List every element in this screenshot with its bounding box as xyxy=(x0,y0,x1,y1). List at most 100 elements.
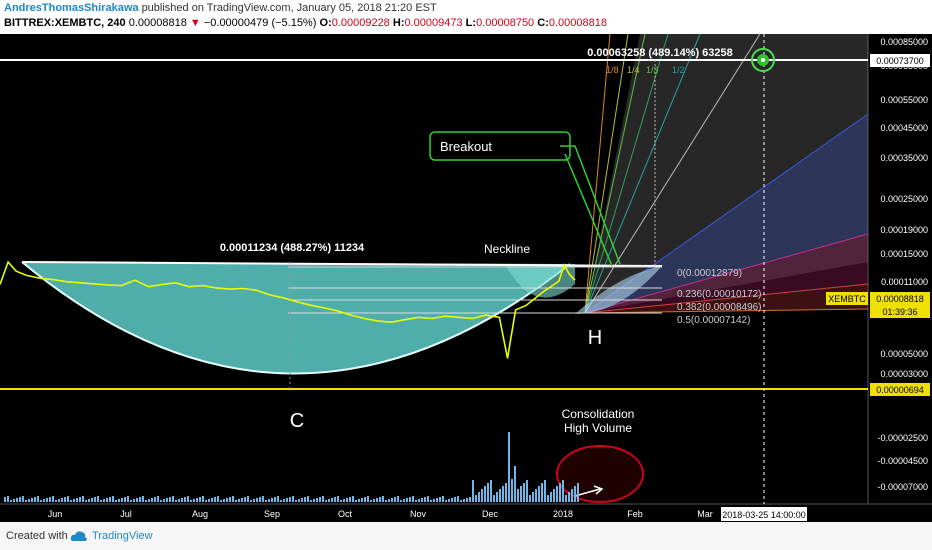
price-axis[interactable] xyxy=(868,34,932,522)
volume-bar xyxy=(265,500,267,502)
volume-bar xyxy=(307,496,309,502)
volume-bar xyxy=(208,499,210,502)
volume-bar xyxy=(523,483,525,502)
volume-bar xyxy=(508,432,510,502)
volume-bar xyxy=(550,492,552,502)
price-chart[interactable]: 0.00011234 (488.27%) 11234 0.00063258 (4… xyxy=(0,34,932,522)
volume-bar xyxy=(367,496,369,502)
tradingview-brand-link[interactable]: TradingView xyxy=(92,530,153,542)
volume-bar xyxy=(478,492,480,502)
volume-bar xyxy=(304,497,306,502)
volume-bar xyxy=(277,496,279,502)
low-label: L: xyxy=(465,17,477,29)
volume-bar xyxy=(487,483,489,502)
volume-bar xyxy=(160,500,162,502)
volume-bar xyxy=(388,499,390,502)
volume-bar xyxy=(244,497,246,502)
volume-bar xyxy=(196,498,198,502)
volume-bar xyxy=(481,489,483,502)
volume-bar xyxy=(283,499,285,502)
volume-bar xyxy=(535,489,537,502)
y-tick-label: 0.00015000 xyxy=(880,249,928,259)
volume-bar xyxy=(412,496,414,502)
breakout-callout xyxy=(429,131,621,267)
volume-bar xyxy=(139,497,141,502)
volume-bar xyxy=(133,499,135,502)
volume-bar xyxy=(193,499,195,502)
volume-bar xyxy=(163,499,165,502)
volume-bar xyxy=(271,498,273,502)
last-price: 0.00008818 xyxy=(128,17,187,29)
high-volume-label: High Volume xyxy=(564,421,632,435)
volume-bar xyxy=(55,500,57,502)
volume-bar xyxy=(574,486,576,502)
author-link[interactable]: AndresThomasShirakawa xyxy=(4,2,139,14)
y-tick-label: 0.00003000 xyxy=(880,369,928,379)
publish-line: AndresThomasShirakawa published on Tradi… xyxy=(4,1,437,16)
published-info: published on TradingView.com, January 05… xyxy=(141,2,437,14)
volume-bar xyxy=(502,486,504,502)
target-price-tag-text: 0.00073700 xyxy=(876,56,924,66)
y-tick-label: 0.00035000 xyxy=(880,153,928,163)
arrow-icon xyxy=(574,488,601,497)
fib-level-236: 0.236(0.00010172) xyxy=(677,289,762,300)
tradingview-cloud-icon xyxy=(70,530,88,545)
volume-bar xyxy=(229,497,231,502)
crosshair-time-text: 2018-03-25 14:00:00 xyxy=(722,510,806,520)
volume-bar xyxy=(403,499,405,502)
volume-bar xyxy=(373,499,375,502)
volume-bar xyxy=(49,497,51,502)
volume-bar xyxy=(337,496,339,502)
volume-bar xyxy=(151,498,153,502)
volume-bar xyxy=(376,498,378,502)
open-label: O: xyxy=(319,17,332,29)
volume-bar xyxy=(433,499,435,502)
volume-bar xyxy=(529,495,531,502)
volume-bar xyxy=(103,499,105,502)
volume-bar xyxy=(430,500,432,502)
volume-bar xyxy=(127,496,129,502)
symbol-tag xyxy=(826,292,868,305)
volume-bar xyxy=(202,496,204,502)
volume-bar xyxy=(106,498,108,502)
volume-bar xyxy=(445,500,447,502)
volume-bar xyxy=(475,495,477,502)
volume-bar xyxy=(178,499,180,502)
neckline-label: Neckline xyxy=(484,242,530,256)
volume-bar xyxy=(262,496,264,502)
volume-bar xyxy=(181,498,183,502)
volume-bar xyxy=(232,496,234,502)
volume-bar xyxy=(148,499,150,502)
volume-bar xyxy=(355,500,357,502)
open-value: 0.00009228 xyxy=(331,17,390,29)
volume-bar xyxy=(490,480,492,502)
volume-bar xyxy=(214,497,216,502)
volume-bar xyxy=(349,497,351,502)
volume-bar xyxy=(310,500,312,502)
symbol-tag-text: XEMBTC xyxy=(828,294,866,304)
volume-bar xyxy=(313,499,315,502)
last-price-tag-text: 0.00008818 xyxy=(876,294,924,304)
down-arrow-icon: ▼ xyxy=(189,17,201,29)
volume-bar xyxy=(97,496,99,502)
volume-bar xyxy=(76,498,78,502)
volume-bar xyxy=(328,499,330,502)
volume-bar xyxy=(358,499,360,502)
y-tick-label: -0.00002500 xyxy=(877,433,928,443)
volume-bar xyxy=(130,500,132,502)
volume-bar xyxy=(166,498,168,502)
volume-bar xyxy=(238,499,240,502)
support-price-tag-text: 0.00000694 xyxy=(876,385,924,395)
volume-bar xyxy=(424,497,426,502)
volume-bar xyxy=(136,498,138,502)
volume-bar xyxy=(292,496,294,502)
volume-bar xyxy=(40,500,42,502)
volume-bar xyxy=(406,498,408,502)
handle-fill xyxy=(505,264,575,298)
volume-bar xyxy=(52,496,54,502)
volume-bar xyxy=(250,500,252,502)
volume-bar xyxy=(538,486,540,502)
fan-label-1-8: 1/8 xyxy=(606,65,619,75)
volume-bar xyxy=(223,499,225,502)
breakout-label: Breakout xyxy=(440,139,492,154)
